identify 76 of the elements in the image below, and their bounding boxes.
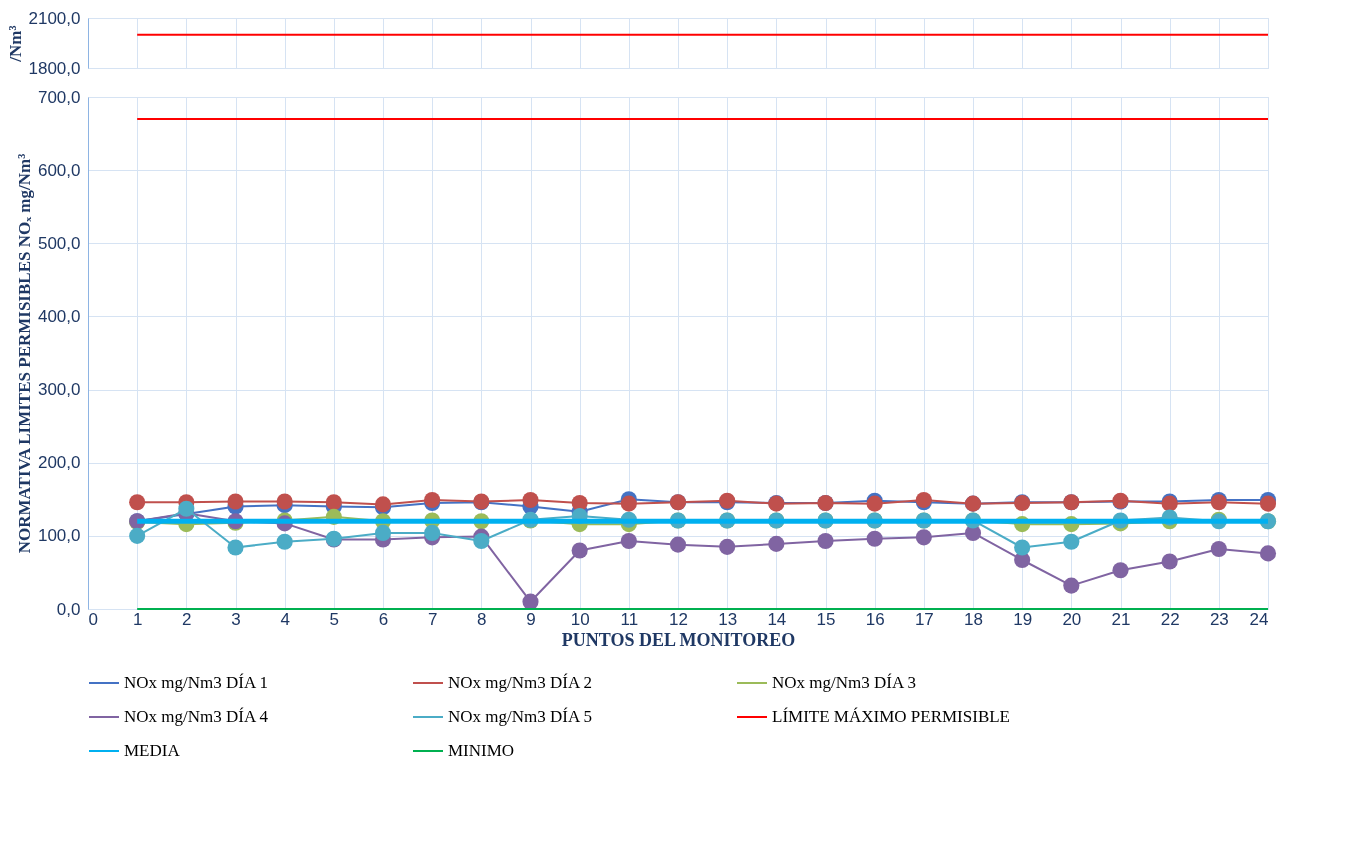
y-tick-label: 2100,0	[28, 8, 81, 28]
y-axis-title: /Nm³	[5, 25, 25, 63]
x-tick-label: 1	[132, 609, 143, 629]
x-tick-label: 19	[1013, 609, 1033, 629]
point	[178, 500, 195, 517]
point	[620, 495, 637, 512]
point	[1161, 553, 1178, 570]
x-axis-title: PUNTOS DEL MONITOREO	[561, 629, 796, 650]
legend-label: NOx mg/Nm3 DÍA 2	[448, 673, 593, 692]
x-tick-label: 8	[477, 609, 487, 629]
point	[571, 542, 588, 559]
y-tick-label: 1800,0	[28, 58, 81, 78]
y-tick-label: 400,0	[37, 306, 81, 326]
x-tick-label: 20	[1062, 609, 1082, 629]
point	[866, 530, 883, 547]
point	[227, 539, 244, 556]
x-tick-label: 5	[329, 609, 340, 629]
x-tick-label: 14	[767, 609, 787, 629]
x-tick-label: 13	[718, 609, 738, 629]
point	[817, 532, 834, 550]
x-tick-label: 16	[865, 609, 885, 629]
y-tick-label: 300,0	[37, 380, 81, 400]
point	[1014, 539, 1031, 556]
x-tick-label: 7	[427, 609, 438, 629]
y-tick-label: 700,0	[37, 87, 81, 107]
y-tick-label: 0,0	[56, 599, 81, 619]
x-tick-label: 18	[964, 609, 983, 629]
legend-label: NOx mg/Nm3 DÍA 5	[448, 707, 593, 726]
point	[1112, 562, 1129, 579]
x-tick-label: 24	[1249, 609, 1269, 629]
point	[1259, 545, 1277, 562]
point	[473, 532, 490, 550]
point	[374, 524, 392, 541]
y-tick-label: 200,0	[37, 453, 81, 473]
point	[915, 529, 932, 546]
point	[1210, 540, 1227, 558]
x-tick-label: 10	[570, 609, 590, 629]
x-tick-label: 9	[526, 609, 536, 629]
point	[1063, 577, 1080, 594]
x-tick-label: 17	[914, 609, 934, 629]
x-tick-label: 11	[620, 609, 639, 629]
y-tick-label: 600,0	[37, 160, 81, 180]
x-tick-label: 0	[88, 609, 98, 629]
y-tick-label: 100,0	[37, 526, 81, 546]
point	[768, 535, 785, 552]
legend-label: NOx mg/Nm3 DÍA 1	[124, 673, 269, 692]
legend-label: NOx mg/Nm3 DÍA 3	[772, 673, 917, 692]
point	[620, 532, 637, 550]
point	[522, 593, 539, 610]
legend-label: MEDIA	[124, 741, 181, 760]
point	[276, 493, 293, 510]
point	[669, 536, 687, 553]
x-tick-label: 3	[231, 609, 241, 629]
x-tick-label: 4	[280, 609, 290, 629]
x-tick-label: 21	[1111, 609, 1131, 629]
point	[276, 533, 293, 550]
x-tick-label: 15	[816, 609, 836, 629]
legend-label: NOx mg/Nm3 DÍA 4	[124, 707, 269, 726]
legend-label: MINIMO	[448, 741, 515, 760]
point	[424, 524, 441, 541]
legend-label: LÍMITE MÁXIMO PERMISIBLE	[772, 707, 1010, 726]
point	[325, 494, 342, 511]
y-tick-label: 500,0	[37, 233, 81, 253]
point	[1259, 495, 1277, 512]
x-tick-label: 23	[1209, 609, 1229, 629]
point	[227, 493, 244, 510]
x-tick-label: 12	[669, 609, 688, 629]
point	[522, 491, 539, 509]
point	[129, 527, 146, 544]
point	[719, 538, 736, 555]
point	[1063, 533, 1080, 550]
point	[129, 494, 146, 511]
y-axis-title: NORMATIVA LIMITES PERMISIBLES NOₓ mg/Nm³	[14, 153, 34, 554]
x-tick-label: 6	[378, 609, 389, 629]
x-tick-label: 22	[1160, 609, 1180, 629]
x-tick-label: 2	[182, 609, 192, 629]
